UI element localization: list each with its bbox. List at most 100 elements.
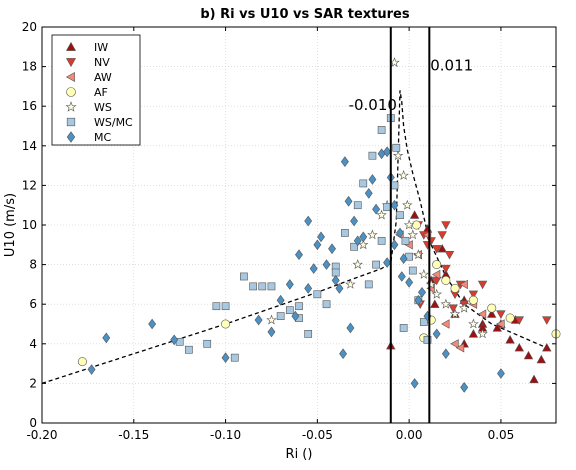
data-point-mc [309, 263, 318, 274]
data-point-af [221, 319, 231, 329]
data-point-mc [339, 348, 347, 360]
x-axis-ticks: -0.20 -0.15 -0.10 -0.05 0.00 0.05 [26, 27, 514, 442]
data-point-mc [328, 243, 336, 255]
data-point-ws-mc [212, 302, 221, 311]
data-point-mc [390, 239, 399, 251]
data-point-ws-mc [368, 151, 377, 160]
data-point-ws-mc [331, 268, 340, 277]
data-point-nv [431, 245, 442, 254]
data-point-mc [397, 271, 406, 282]
data-point-af [468, 295, 478, 305]
data-point-mc [460, 381, 469, 393]
data-point-ws-mc [304, 330, 313, 338]
y-tick-label: 10 [22, 218, 37, 232]
y-tick-label: 12 [22, 178, 37, 192]
data-point-mc [399, 253, 408, 265]
data-point-ws-mc [258, 282, 267, 291]
legend-label: AF [94, 86, 108, 99]
data-point-mc [410, 378, 419, 389]
data-point-iw [409, 210, 420, 219]
data-point-af [505, 313, 515, 323]
y-tick-label: 14 [22, 139, 37, 153]
threshold-label: -0.010 [349, 96, 397, 114]
data-point-mc [353, 235, 362, 247]
data-point-ws [407, 229, 419, 240]
data-point-ws [458, 302, 470, 313]
data-point-ws-mc [359, 179, 368, 188]
legend-marker-iw [65, 41, 77, 51]
data-point-mc [372, 203, 381, 215]
y-tick-label: 4 [29, 337, 37, 351]
data-point-ws-mc [392, 143, 401, 152]
data-point-mc [276, 294, 285, 306]
data-point-ws-mc [419, 318, 428, 326]
data-point-nv [468, 290, 479, 300]
data-point-iw [468, 329, 479, 338]
data-point-mc [340, 156, 349, 168]
plot-border [41, 26, 557, 424]
data-point-ws-mc [396, 211, 404, 219]
data-point-mc [405, 277, 414, 288]
y-axis-ticks: 0 2 4 6 8 10 12 14 16 18 20 [22, 20, 556, 430]
y-tick-label: 6 [29, 297, 37, 311]
data-point-mc [148, 318, 157, 330]
data-point-ws-mc [221, 302, 230, 311]
data-point-ws [402, 199, 413, 210]
data-point-mc [170, 334, 179, 346]
data-point-mc [396, 227, 404, 239]
legend-label: MC [94, 131, 111, 144]
data-point-iw [536, 354, 547, 364]
data-point-ws-mc [276, 312, 285, 320]
data-point-af [450, 283, 460, 293]
data-point-mc [102, 332, 111, 344]
data-point-mc [254, 314, 263, 326]
data-point-iw [437, 243, 447, 253]
y-tick-label: 2 [29, 376, 37, 390]
data-point-mc [304, 282, 313, 294]
data-point-af [77, 357, 87, 367]
data-point-ws [440, 298, 452, 309]
dashed-curve [41, 90, 548, 385]
legend-label: WS/MC [94, 116, 133, 129]
data-point-mc [432, 328, 441, 340]
dashed-curve-layer [41, 90, 548, 385]
legend-label: AW [94, 71, 112, 84]
x-tick-label: -0.20 [26, 428, 57, 442]
data-point-ws [418, 269, 430, 279]
data-point-ws-mc [285, 306, 294, 315]
data-point-mc [364, 187, 373, 199]
data-point-iw [529, 374, 539, 384]
data-point-mc [295, 249, 303, 260]
data-point-mc [335, 282, 344, 294]
x-tick-label: -0.05 [302, 428, 333, 442]
data-point-ws-mc [383, 203, 391, 212]
threshold-lines-layer: -0.010 0.011 [349, 27, 473, 423]
data-point-ws-mc [364, 280, 373, 289]
data-point-mc [221, 352, 230, 364]
data-point-aw [441, 319, 450, 329]
legend: IW NV AW AF WS WS/MC MC [51, 34, 141, 146]
data-point-ws-mc [372, 260, 380, 269]
data-point-ws [266, 314, 277, 325]
y-tick-label: 20 [22, 20, 37, 34]
data-point-nv [441, 221, 451, 230]
data-point-mc [87, 364, 96, 375]
data-point-nv [441, 264, 451, 274]
threshold-label: 0.011 [430, 57, 473, 75]
data-point-ws-mc [350, 242, 358, 251]
data-point-mc [346, 322, 355, 334]
data-point-ws [392, 150, 404, 161]
data-point-af [411, 220, 421, 230]
data-point-ws [376, 209, 387, 220]
data-point-aw [477, 309, 487, 319]
data-point-aw [455, 343, 465, 353]
data-point-nv [514, 316, 525, 325]
data-point-mc [414, 294, 423, 306]
plot-content: -0.010 0.011 [41, 27, 561, 423]
legend-label: NV [94, 56, 110, 69]
data-point-ws-mc [390, 181, 399, 190]
data-point-ws-mc [295, 302, 303, 311]
data-point-ws [352, 259, 363, 270]
data-point-mc [285, 279, 294, 290]
data-point-ws-mc [313, 290, 322, 299]
